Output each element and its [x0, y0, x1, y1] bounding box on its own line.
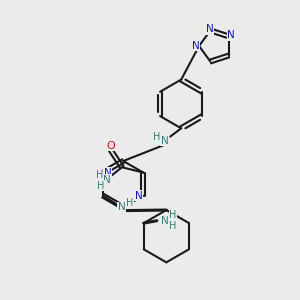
Text: N: N — [161, 136, 169, 146]
Text: N: N — [206, 24, 213, 34]
Text: O: O — [106, 140, 115, 151]
Text: H: H — [153, 132, 160, 142]
Text: N: N — [104, 168, 112, 178]
Text: N: N — [135, 191, 143, 201]
Text: N: N — [192, 41, 199, 51]
Text: H: H — [97, 181, 104, 191]
Text: N: N — [118, 202, 125, 212]
Text: H: H — [126, 198, 134, 208]
Text: N: N — [103, 175, 111, 185]
Text: N: N — [160, 216, 168, 226]
Text: H: H — [169, 221, 176, 231]
Text: H: H — [169, 210, 176, 220]
Text: H: H — [96, 170, 103, 180]
Text: N: N — [227, 30, 235, 40]
